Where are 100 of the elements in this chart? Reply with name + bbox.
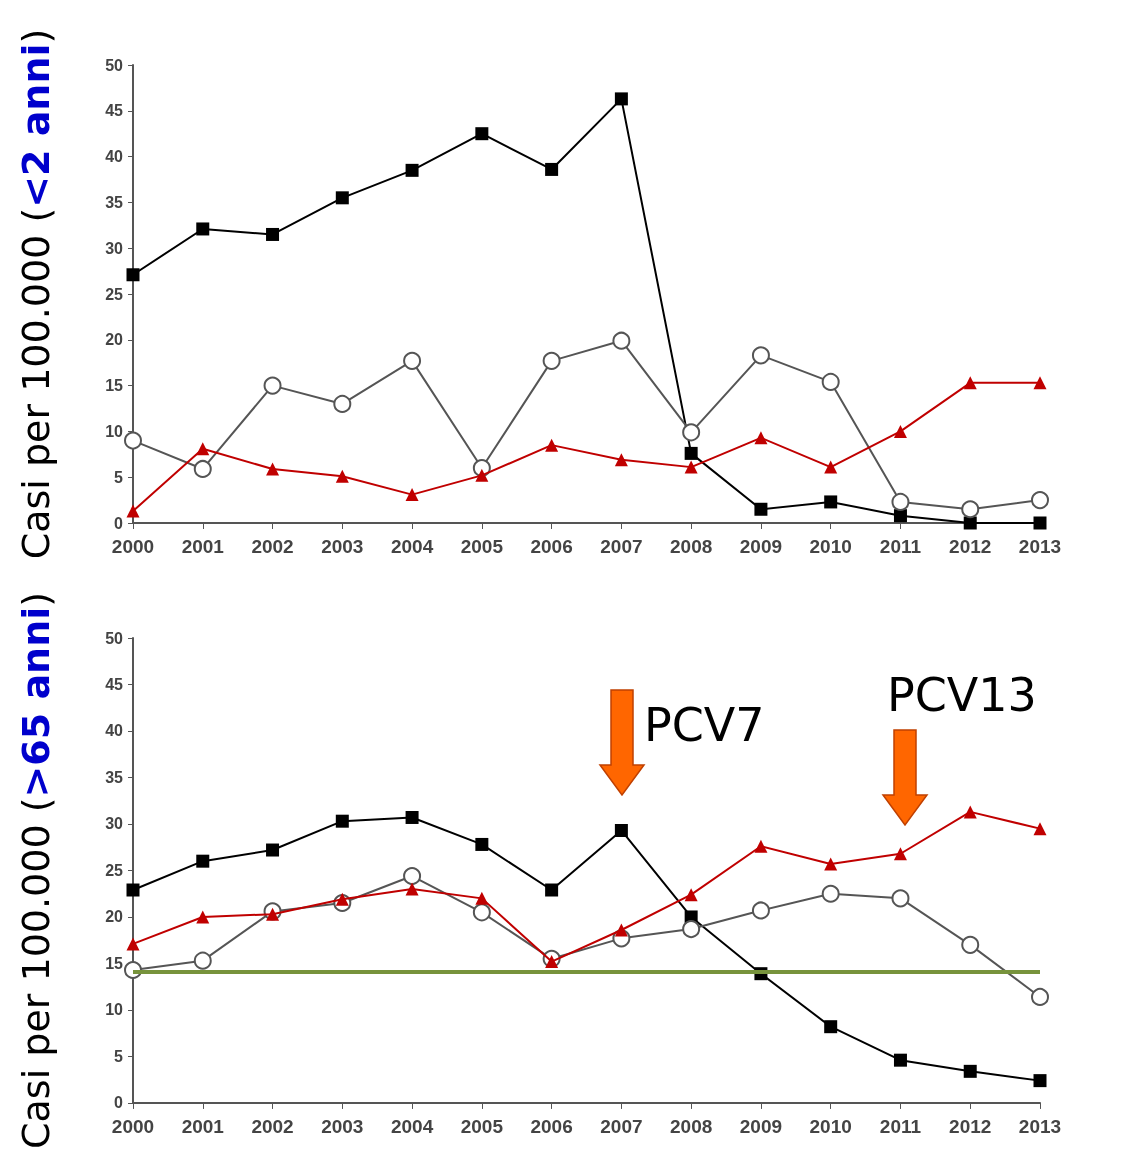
point	[545, 438, 559, 452]
point	[1031, 491, 1049, 510]
y-tick-label: 40	[105, 722, 124, 740]
point	[335, 469, 349, 483]
annotation: PCV13	[887, 668, 1037, 722]
y-tick-label: 50	[105, 56, 124, 74]
point	[335, 191, 349, 205]
y-tick-label: 35	[105, 193, 124, 211]
x-tick-label: 2008	[670, 536, 713, 557]
x-tick-label: 2001	[181, 536, 225, 557]
point	[961, 935, 980, 954]
point	[684, 446, 698, 460]
y-tick-label: 5	[114, 1047, 124, 1065]
point	[893, 1053, 907, 1067]
point	[475, 837, 489, 851]
x-tick-label: 2013	[1018, 536, 1062, 557]
y-tick-label: 15	[105, 377, 124, 395]
point	[266, 227, 280, 241]
y-tick-label: 10	[105, 422, 124, 440]
point	[824, 1020, 838, 1034]
point	[821, 884, 840, 903]
point	[614, 453, 628, 467]
point	[1031, 987, 1049, 1006]
y-tick-label: 30	[105, 239, 124, 257]
x-tick-label: 2013	[1018, 1115, 1062, 1137]
x-tick-label: 2002	[251, 536, 294, 557]
y-tick-label: 0	[114, 514, 124, 532]
y-axis-title: Casi per 100.000 (<2 anni)	[14, 28, 58, 560]
point	[124, 431, 142, 450]
point	[263, 376, 282, 395]
y-tick-label: 30	[105, 815, 124, 833]
point	[682, 920, 701, 939]
x-tick-label: 2011	[879, 536, 922, 557]
point	[682, 423, 701, 442]
point	[612, 331, 631, 350]
y-tick-label: 10	[105, 1001, 124, 1019]
y-tick-label: 45	[105, 676, 124, 693]
point	[754, 431, 768, 445]
y-tick-label: 0	[114, 1094, 124, 1112]
point	[754, 502, 768, 516]
point	[751, 346, 770, 365]
point	[266, 462, 280, 476]
point	[751, 901, 770, 920]
point	[1033, 516, 1047, 530]
point	[472, 903, 491, 922]
x-tick-label: 2005	[460, 1115, 504, 1137]
point	[405, 163, 419, 177]
y-tick-label: 20	[105, 331, 124, 349]
point	[893, 509, 907, 523]
point	[893, 424, 907, 438]
x-tick-label: 2007	[600, 1115, 643, 1137]
point	[542, 351, 561, 370]
x-tick-label: 2009	[739, 1115, 783, 1137]
point	[193, 459, 212, 478]
x-tick-label: 2006	[530, 1115, 573, 1137]
point	[821, 372, 840, 391]
point	[893, 847, 907, 861]
annotation: PCV7	[644, 698, 765, 752]
point	[196, 910, 210, 924]
point	[196, 854, 210, 868]
point	[891, 492, 910, 511]
point	[545, 883, 559, 897]
x-tick-label: 2003	[321, 536, 364, 557]
y-tick-label: 5	[114, 468, 124, 486]
point	[545, 162, 559, 176]
point	[961, 500, 980, 519]
x-tick-label: 2007	[600, 536, 643, 557]
x-tick-label: 2005	[460, 536, 504, 557]
point	[475, 127, 489, 141]
point	[475, 891, 489, 905]
point	[824, 460, 838, 474]
point	[963, 376, 977, 390]
y-tick-label: 25	[105, 285, 124, 303]
x-tick-label: 2008	[670, 1115, 713, 1137]
x-tick-label: 2012	[949, 1115, 992, 1137]
point	[614, 923, 628, 937]
y-tick-label: 15	[105, 954, 124, 972]
y-tick-label: 50	[105, 629, 124, 647]
y-tick-label: 25	[105, 861, 124, 879]
y-axis-title: Casi per 100.000 (>65 anni)	[14, 591, 58, 1149]
point	[333, 394, 352, 413]
point	[684, 888, 698, 902]
point	[963, 1064, 977, 1078]
point	[196, 442, 210, 456]
x-tick-label: 2004	[390, 1115, 434, 1137]
point	[126, 504, 140, 518]
point	[824, 495, 838, 509]
point	[891, 889, 910, 908]
x-tick-label: 2012	[949, 536, 992, 557]
point	[754, 839, 768, 853]
x-tick-label: 2010	[809, 536, 852, 557]
point	[196, 222, 210, 236]
x-tick-label: 2004	[390, 536, 434, 557]
point	[193, 951, 212, 970]
point	[684, 460, 698, 474]
x-tick-label: 2000	[111, 536, 155, 557]
point	[403, 351, 422, 370]
x-tick-label: 2001	[181, 1115, 225, 1137]
y-tick-label: 20	[105, 908, 124, 926]
x-tick-label: 2009	[739, 536, 783, 557]
